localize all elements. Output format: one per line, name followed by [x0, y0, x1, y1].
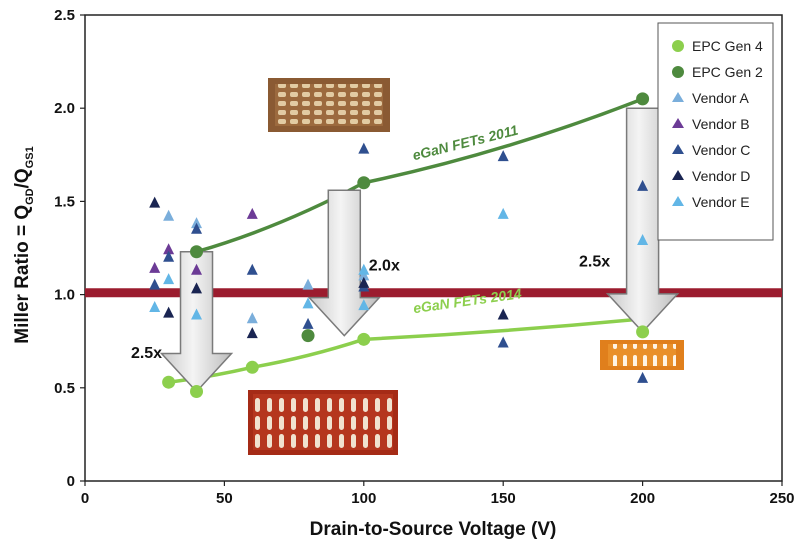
legend-marker	[672, 170, 684, 180]
point-epc-gen-2	[357, 176, 371, 190]
y-tick-label: 1.5	[54, 193, 75, 210]
trend-line-egan-fets-2011	[196, 97, 644, 254]
point-vendor-d	[358, 276, 370, 288]
point-vendor-b	[149, 261, 161, 273]
legend-marker	[672, 40, 684, 52]
point-epc-gen-2	[190, 245, 204, 259]
point-epc-gen-4	[162, 375, 176, 389]
legend-item-vendor-d: Vendor D	[672, 168, 750, 184]
legend-item-vendor-a: Vendor A	[672, 90, 749, 106]
legend-item-epc-gen-2: EPC Gen 2	[672, 64, 763, 80]
legend-label: Vendor D	[692, 168, 750, 184]
point-vendor-e	[302, 297, 314, 309]
x-axis-title: Drain-to-Source Voltage (V)	[310, 519, 557, 540]
x-tick-label: 100	[351, 490, 376, 507]
legend-marker	[672, 196, 684, 206]
die-photo-2014-small	[600, 340, 684, 370]
point-epc-gen-4	[245, 360, 259, 374]
point-vendor-e	[149, 301, 161, 313]
point-epc-gen-4	[357, 332, 371, 346]
legend-label: Vendor E	[692, 194, 750, 210]
reduction-label: 2.0x	[369, 257, 400, 274]
point-vendor-c	[302, 317, 314, 329]
legend-item-epc-gen-4: EPC Gen 4	[672, 38, 763, 54]
point-epc-gen-2	[636, 92, 650, 106]
legend-label: Vendor B	[692, 116, 750, 132]
point-vendor-c	[163, 250, 175, 262]
legend-label: EPC Gen 2	[692, 64, 763, 80]
point-vendor-a	[246, 312, 258, 324]
legend-item-vendor-e: Vendor E	[672, 194, 750, 210]
point-epc-gen-2	[301, 329, 315, 343]
point-vendor-e	[358, 299, 370, 311]
legend-marker	[672, 118, 684, 128]
die-photo-2014-large	[248, 390, 398, 455]
point-vendor-a	[191, 217, 203, 229]
legend-label: EPC Gen 4	[692, 38, 763, 54]
x-tick-label: 200	[630, 490, 655, 507]
point-vendor-e	[163, 273, 175, 285]
y-tick-label: 1.0	[54, 287, 75, 304]
point-vendor-b	[246, 207, 258, 219]
point-vendor-c	[637, 179, 649, 191]
reduction-label: 2.5x	[579, 254, 610, 271]
y-tick-label: 0.5	[54, 380, 75, 397]
point-vendor-b	[191, 263, 203, 275]
point-vendor-c	[497, 336, 509, 348]
point-vendor-c	[358, 142, 370, 154]
y-axis-title: Miller Ratio = QGD/QGS1	[12, 146, 36, 343]
x-tick-label: 250	[769, 490, 794, 507]
legend-marker	[672, 144, 684, 154]
point-vendor-d	[246, 327, 258, 339]
reduction-label: 2.5x	[131, 345, 162, 362]
point-vendor-d	[163, 306, 175, 318]
point-vendor-a	[302, 278, 314, 290]
legend-item-vendor-b: Vendor B	[672, 116, 750, 132]
point-epc-gen-4	[636, 325, 650, 339]
die-photos	[248, 78, 684, 455]
legend-marker	[672, 92, 684, 102]
point-vendor-e	[358, 263, 370, 275]
y-tick-label: 2.5	[54, 7, 75, 24]
legend-marker	[672, 66, 684, 78]
die-photo-2011	[268, 78, 390, 132]
point-vendor-d	[149, 196, 161, 208]
x-tick-label: 50	[216, 490, 233, 507]
x-tick-label: 0	[81, 490, 89, 507]
point-vendor-e	[497, 207, 509, 219]
reduction-arrow	[307, 189, 381, 337]
legend-label: Vendor A	[692, 90, 749, 106]
y-tick-label: 2.0	[54, 100, 75, 117]
point-vendor-a	[163, 209, 175, 221]
point-vendor-c	[191, 222, 203, 234]
legend-item-vendor-c: Vendor C	[672, 142, 750, 158]
point-vendor-c	[149, 278, 161, 290]
point-vendor-c	[246, 263, 258, 275]
point-vendor-e	[191, 308, 203, 320]
legend: EPC Gen 4 EPC Gen 2 Vendor A Vendor B Vendor…	[657, 22, 774, 241]
point-epc-gen-4	[190, 385, 204, 399]
point-vendor-c	[637, 371, 649, 383]
point-vendor-d	[191, 282, 203, 294]
point-vendor-b	[163, 243, 175, 255]
point-vendor-d	[497, 308, 509, 320]
legend-label: Vendor C	[692, 142, 750, 158]
point-vendor-e	[637, 233, 649, 245]
x-tick-label: 150	[491, 490, 516, 507]
point-vendor-a	[358, 269, 370, 281]
y-tick-label: 0	[67, 473, 75, 490]
reduction-arrow	[159, 250, 234, 393]
point-vendor-c	[497, 150, 509, 162]
trend-line-egan-fets-2014	[168, 317, 643, 384]
